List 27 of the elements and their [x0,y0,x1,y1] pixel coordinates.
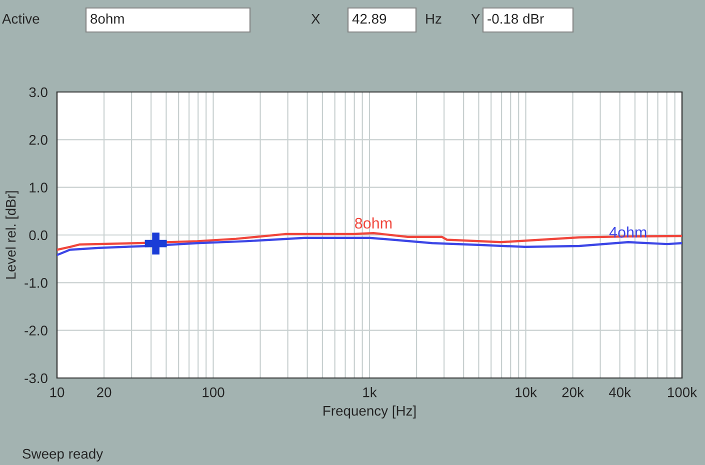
series-label: 4ohm [609,226,646,238]
text: Y [471,14,480,24]
x-tick-label: 100 [202,387,224,398]
y-tick-label: 2.0 [29,135,48,145]
x-tick-label: 10k [516,387,537,398]
series-label: 8ohm [355,217,392,229]
x-tick-label: 20 [97,387,112,398]
y-tick-label: -1.0 [24,278,48,288]
x-axis-title: Frequency [Hz] [324,406,416,418]
y-tick-label: 1.0 [30,182,48,193]
text: Sweep ready [22,448,104,462]
x-tick-label: 100k [668,387,698,398]
y-tick-label: 3.0 [29,87,48,98]
x-tick-label: 1k [363,387,377,398]
y-tick-label: -3.0 [24,373,48,384]
x-tick-label: 40k [608,387,632,398]
x-tick-label: 10 [50,387,64,398]
text: 42.89 [352,14,386,24]
text: -0.18 dBr [488,14,544,24]
text: 8ohm [90,14,124,24]
y-tick-label: -2.0 [24,326,48,336]
x-tick-label: 20k [562,387,584,398]
text: Hz [426,14,442,24]
text: Active [2,14,40,24]
y-axis-title: Level rel. [dBr] [6,191,18,279]
y-tick-label: 0.0 [29,230,48,240]
text: X [311,14,320,24]
